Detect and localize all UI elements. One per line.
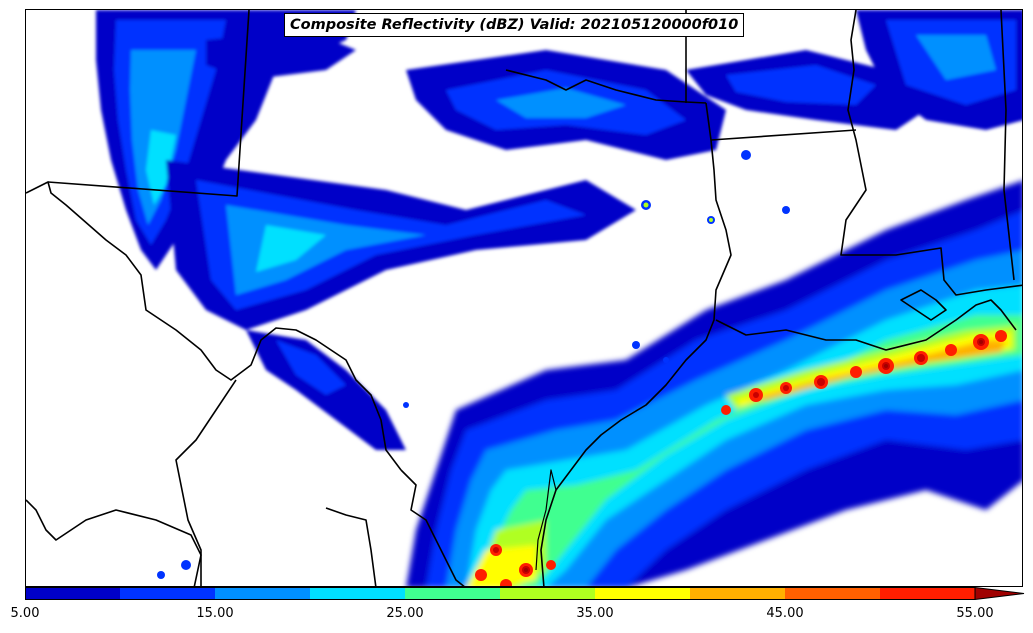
colorbar-segment bbox=[25, 587, 121, 600]
colorbar bbox=[25, 587, 1025, 600]
precip-north bbox=[96, 10, 1022, 450]
colorbar-tick-label: 15.00 bbox=[196, 606, 234, 621]
intense-cells bbox=[157, 150, 1007, 586]
map-canvas bbox=[26, 10, 1022, 586]
colorbar-segment bbox=[215, 587, 311, 600]
colorbar-segment bbox=[310, 587, 406, 600]
colorbar-segment bbox=[500, 587, 596, 600]
colorbar-tick-label: 5.00 bbox=[10, 606, 40, 621]
colorbar-tick-label: 45.00 bbox=[766, 606, 804, 621]
colorbar-tick-label: 25.00 bbox=[386, 606, 424, 621]
colorbar-segment bbox=[690, 587, 786, 600]
map-title: Composite Reflectivity (dBZ) Valid: 2021… bbox=[290, 17, 739, 33]
colorbar-segments bbox=[25, 587, 976, 600]
colorbar-outline bbox=[25, 587, 976, 600]
colorbar-segment bbox=[120, 587, 216, 600]
reflectivity-map bbox=[25, 9, 1023, 587]
colorbar-extend-arrow bbox=[974, 587, 1025, 600]
state-boundaries bbox=[26, 10, 1022, 586]
colorbar-segment bbox=[595, 587, 691, 600]
colorbar-segment bbox=[405, 587, 501, 600]
colorbar-tick-label: 35.00 bbox=[576, 606, 614, 621]
colorbar-tick-label: 55.00 bbox=[956, 606, 994, 621]
map-title-box: Composite Reflectivity (dBZ) Valid: 2021… bbox=[284, 13, 745, 37]
colorbar-segment bbox=[880, 587, 976, 600]
colorbar-segment bbox=[785, 587, 881, 600]
